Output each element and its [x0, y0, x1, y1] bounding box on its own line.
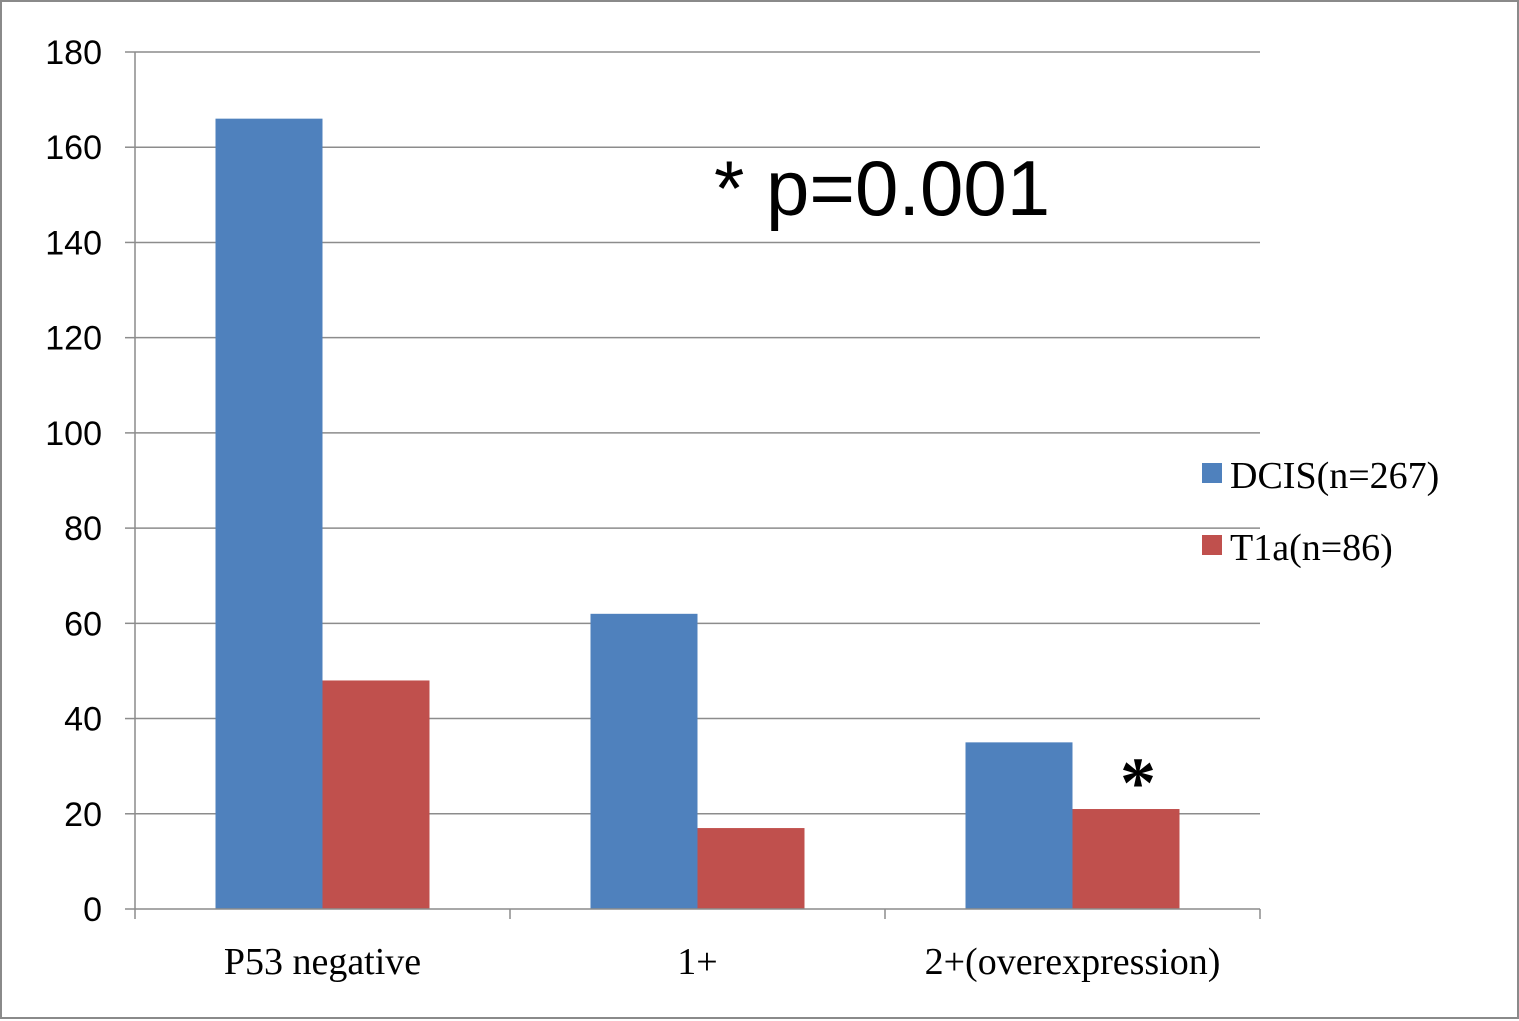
bar-t1a-1 — [697, 828, 805, 909]
y-tick-label: 160 — [45, 129, 102, 167]
legend-swatch-1 — [1202, 535, 1222, 555]
axes — [125, 51, 1261, 919]
significance-marker: * — [1120, 743, 1156, 823]
bar-dcis-0 — [215, 118, 323, 909]
y-tick-label: 40 — [64, 701, 102, 739]
y-tick-label: 180 — [45, 34, 102, 72]
y-tick-label: 60 — [64, 605, 102, 643]
x-tick-label: 2+(overexpression) — [925, 941, 1221, 983]
legend-label-1: T1a(n=86) — [1230, 527, 1393, 569]
legend-swatch-0 — [1202, 463, 1222, 483]
bar-t1a-0 — [322, 680, 430, 909]
x-tick-label: P53 negative — [224, 941, 421, 983]
bar-t1a-2 — [1072, 809, 1180, 909]
bar-dcis-2 — [965, 742, 1073, 909]
bar-dcis-1 — [590, 613, 698, 909]
y-tick-label: 20 — [64, 796, 102, 834]
legend: DCIS(n=267) T1a(n=86) — [1202, 455, 1439, 569]
y-tick-label: 100 — [45, 415, 102, 453]
bars — [215, 118, 1180, 909]
significance-annotation: * p=0.001 — [714, 144, 1050, 232]
legend-label-0: DCIS(n=267) — [1230, 455, 1439, 497]
tick-labels: 0 20 40 60 80 100 120 140 160 180 P53 negative 1+ 2+… — [45, 34, 1220, 983]
y-tick-label: 80 — [64, 510, 102, 548]
y-tick-label: 0 — [83, 891, 102, 929]
y-tick-label: 140 — [45, 224, 102, 262]
y-tick-label: 120 — [45, 320, 102, 358]
x-tick-label: 1+ — [677, 941, 717, 983]
